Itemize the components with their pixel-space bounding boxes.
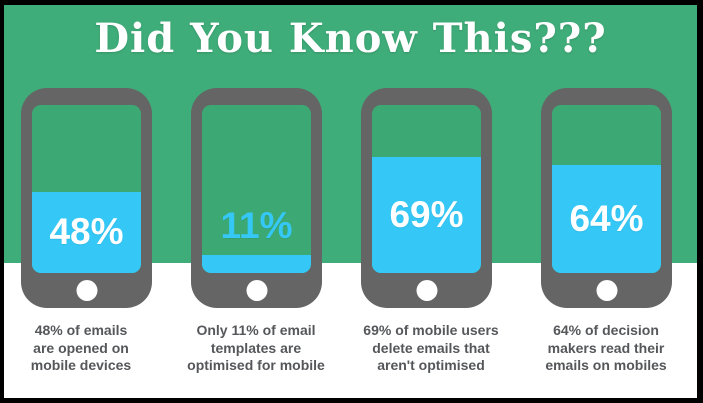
caption-11: Only 11% of email templates are optimise… xyxy=(176,322,336,375)
home-button-icon xyxy=(246,280,267,301)
percent-label: 69% xyxy=(389,194,464,235)
percent-label: 64% xyxy=(569,198,644,239)
caption-line: delete emails that xyxy=(372,339,490,356)
phone-graphic-48: 48% xyxy=(21,88,152,308)
caption-line: aren't optimised xyxy=(377,357,485,373)
phone-graphic-64: 64% xyxy=(541,88,672,308)
phone-fill-bar xyxy=(552,165,661,273)
phone-graphic-69: 69% xyxy=(361,88,492,308)
percent-label: 11% xyxy=(220,205,293,246)
caption-line: templates are xyxy=(210,339,302,356)
phone-screen: 64% xyxy=(552,105,661,273)
phone-screen: 48% xyxy=(32,105,141,273)
caption-line: optimised for mobile xyxy=(187,357,325,373)
caption-69: 69% of mobile users delete emails that a… xyxy=(351,322,511,375)
caption-48: 48% of emails are opened on mobile devic… xyxy=(4,322,161,375)
caption-line: Only 11% of email xyxy=(196,322,316,338)
caption-line: 69% of mobile users xyxy=(363,322,499,338)
page-title: Did You Know This??? xyxy=(94,15,607,62)
phone-fill-bar xyxy=(202,254,311,273)
phone-screen: 11% xyxy=(202,105,311,273)
home-button-icon xyxy=(416,280,437,301)
percent-label: 48% xyxy=(49,211,124,252)
caption-line: are opened on xyxy=(33,339,129,356)
phone-graphic-11: 11% xyxy=(191,88,322,308)
home-button-icon xyxy=(76,280,97,301)
caption-line: makers read their xyxy=(547,339,665,356)
caption-line: mobile devices xyxy=(30,357,132,373)
phone-fill-bar xyxy=(32,192,141,273)
home-button-icon xyxy=(596,280,617,301)
caption-line: 64% of decision xyxy=(553,322,659,338)
caption-line: 48% of emails xyxy=(34,322,128,338)
caption-64: 64% of decision makers read their emails… xyxy=(526,322,686,375)
caption-line: emails on mobiles xyxy=(545,357,667,373)
phone-screen: 69% xyxy=(372,105,481,273)
phone-fill-bar xyxy=(372,157,481,273)
